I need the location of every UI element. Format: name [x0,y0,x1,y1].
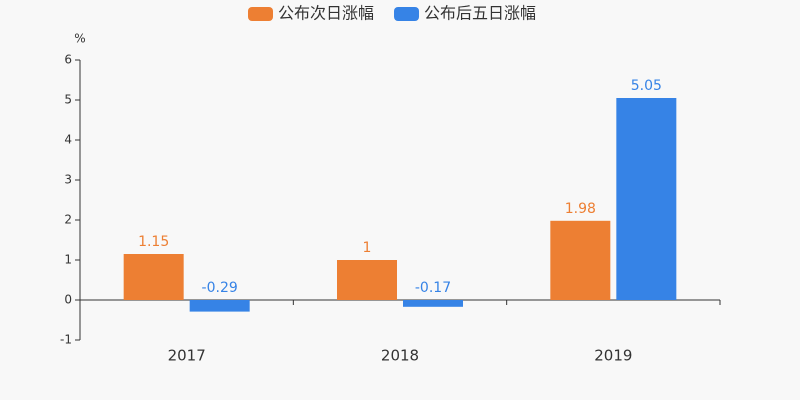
bar [337,260,397,300]
x-tick-label: 2017 [168,347,206,365]
legend-swatch[interactable] [248,7,273,21]
y-tick-label: 5 [64,93,72,107]
data-label: -0.17 [415,280,451,296]
y-tick-label: 1 [64,253,72,267]
data-label: -0.29 [202,280,238,296]
y-tick-label: 2 [64,213,72,227]
legend-label[interactable]: 公布后五日涨幅 [424,4,536,23]
y-tick-label: 6 [64,53,72,67]
bar [616,98,677,300]
x-tick-label: 2019 [594,347,632,365]
data-label: 1.15 [138,234,169,250]
y-tick-label: 4 [64,133,72,147]
y-tick-label: 3 [64,173,72,187]
x-tick-label: 2018 [381,347,419,365]
bar [189,300,250,312]
data-label: 1.98 [565,201,596,217]
data-label: 5.05 [631,78,662,94]
y-tick-label: 0 [64,293,72,307]
legend-label[interactable]: 公布次日涨幅 [278,4,374,23]
legend-swatch[interactable] [394,7,420,21]
y-tick-label: -1 [60,333,72,347]
bar [403,300,463,307]
y-unit: % [74,32,85,46]
data-label: 1 [363,240,372,256]
bar [123,254,184,300]
bar [550,220,611,300]
